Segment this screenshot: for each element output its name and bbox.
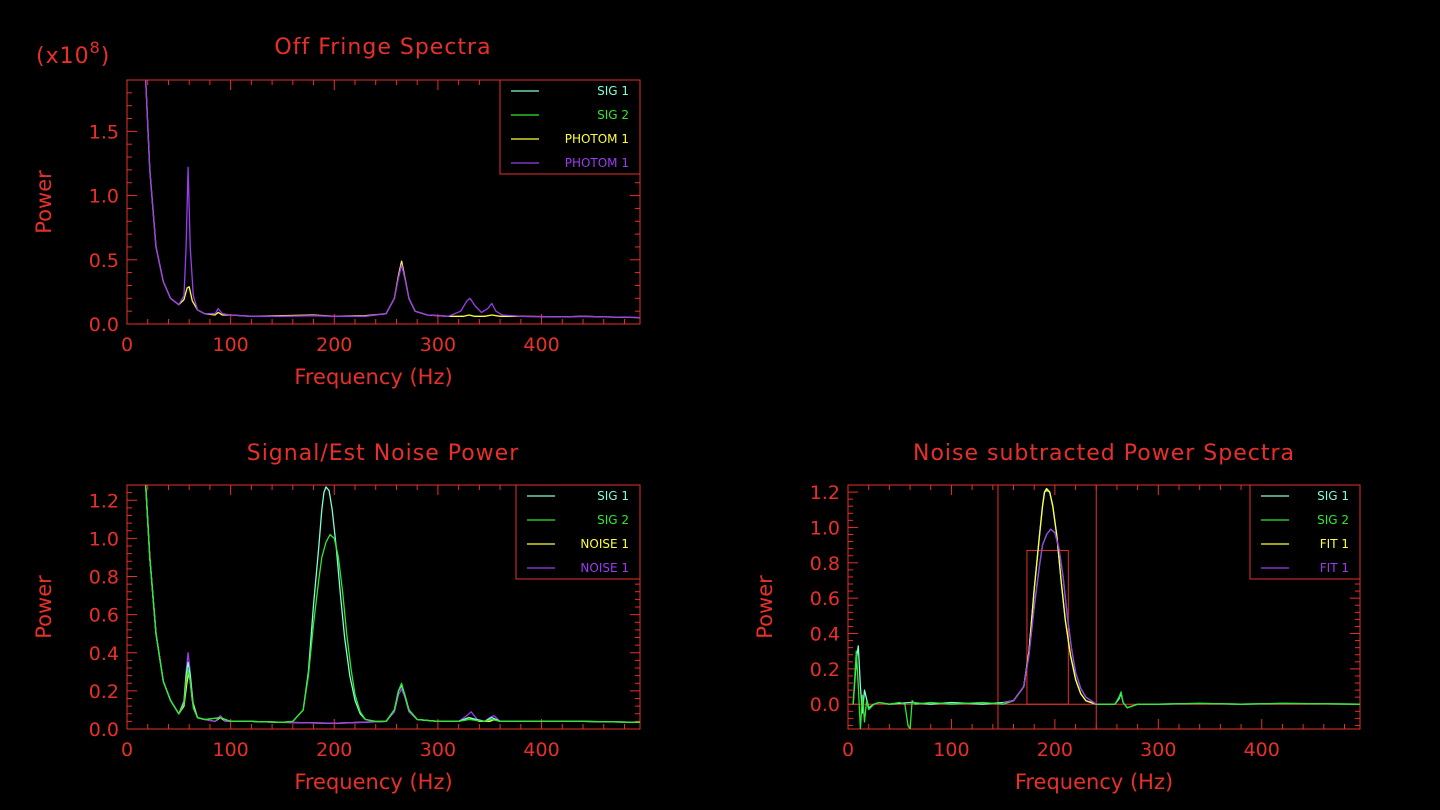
y-tick-label: 1.0 <box>89 186 119 208</box>
plot-frame <box>126 79 641 325</box>
y-tick-label: 1.2 <box>810 482 840 504</box>
legend: SIG 1 SIG 2 FIT 1 FIT 1 <box>1249 484 1361 580</box>
y-tick-label: 0.0 <box>810 694 840 716</box>
y-tick-label: 0.8 <box>89 567 119 589</box>
plot-lines <box>852 487 1360 729</box>
x-tick-label: 0 <box>121 334 133 356</box>
legend-label: FIT 1 <box>1320 537 1349 551</box>
chart-title: Off Fringe Spectra <box>274 35 491 60</box>
plot-frame <box>847 484 1361 730</box>
legend: SIG 1 SIG 2 NOISE 1 NOISE 1 <box>515 484 641 580</box>
plot-lines <box>145 485 640 724</box>
y-axis-label: Power <box>32 575 56 639</box>
series-line <box>1003 487 1097 705</box>
legend-label: SIG 2 <box>1317 513 1349 527</box>
x-tick-label: 200 <box>316 739 352 761</box>
x-tick-label: 0 <box>121 739 133 761</box>
y-tick-label: 0.5 <box>89 250 119 272</box>
y-tick-label: 1.5 <box>89 121 119 143</box>
x-tick-label: 300 <box>420 334 456 356</box>
y-tick-label: 0.0 <box>89 314 119 336</box>
x-tick-label: 400 <box>523 739 559 761</box>
x-axis-label: Frequency (Hz) <box>294 365 452 389</box>
x-tick-label: 100 <box>213 334 249 356</box>
chart-title: Signal/Est Noise Power <box>247 441 520 466</box>
plot-frame <box>126 484 641 730</box>
legend-label: SIG 2 <box>597 108 629 122</box>
legend-box <box>1249 484 1361 580</box>
chart-title: Noise subtracted Power Spectra <box>913 441 1295 466</box>
y-tick-label: 1.0 <box>89 528 119 550</box>
y-tick-label: 0.4 <box>89 643 119 665</box>
legend-label: SIG 1 <box>597 489 629 503</box>
chart-noise-subtracted: Noise subtracted Power Spectra Frequency … <box>753 441 1361 794</box>
y-multiplier: (x108) <box>36 38 110 69</box>
x-tick-label: 300 <box>420 739 456 761</box>
legend-label: PHOTOM 1 <box>565 156 629 170</box>
legend-label: NOISE 1 <box>580 537 629 551</box>
series-line <box>1003 528 1097 705</box>
x-tick-label: 100 <box>933 739 969 761</box>
x-axis-label: Frequency (Hz) <box>1015 770 1173 794</box>
series-line <box>145 80 640 319</box>
series-line <box>145 485 640 723</box>
x-axis-label: Frequency (Hz) <box>294 770 452 794</box>
x-tick-label: 200 <box>1037 739 1073 761</box>
y-tick-label: 0.6 <box>89 605 119 627</box>
y-axis-label: Power <box>753 575 777 639</box>
legend-label: SIG 1 <box>1317 489 1349 503</box>
y-tick-label: 0.8 <box>810 553 840 575</box>
x-tick-label: 300 <box>1140 739 1176 761</box>
legend-box <box>499 79 641 175</box>
x-tick-label: 400 <box>523 334 559 356</box>
legend-label: FIT 1 <box>1320 561 1349 575</box>
y-tick-label: 1.0 <box>810 517 840 539</box>
legend-label: NOISE 1 <box>580 561 629 575</box>
chart-off-fringe: Off Fringe Spectra (x108) Frequency (Hz) Po… <box>32 35 641 389</box>
y-tick-label: 0.4 <box>810 624 840 646</box>
x-tick-label: 100 <box>213 739 249 761</box>
legend: SIG 1 SIG 2 PHOTOM 1 PHOTOM 1 <box>499 79 641 175</box>
legend-label: SIG 2 <box>597 513 629 527</box>
y-tick-label: 0.0 <box>89 719 119 741</box>
legend-label: PHOTOM 1 <box>565 132 629 146</box>
y-tick-label: 0.2 <box>89 681 119 703</box>
y-tick-label: 0.2 <box>810 659 840 681</box>
legend-label: SIG 1 <box>597 84 629 98</box>
y-tick-label: 0.6 <box>810 588 840 610</box>
fit-window-box <box>997 484 1097 730</box>
x-tick-label: 200 <box>316 334 352 356</box>
y-axis-label: Power <box>32 170 56 234</box>
legend-box <box>515 484 641 580</box>
x-tick-label: 0 <box>842 739 854 761</box>
plot-lines <box>145 80 640 319</box>
chart-signal-noise: Signal/Est Noise Power Frequency (Hz) Powe… <box>32 441 641 794</box>
y-tick-label: 1.2 <box>89 490 119 512</box>
x-tick-label: 400 <box>1244 739 1280 761</box>
